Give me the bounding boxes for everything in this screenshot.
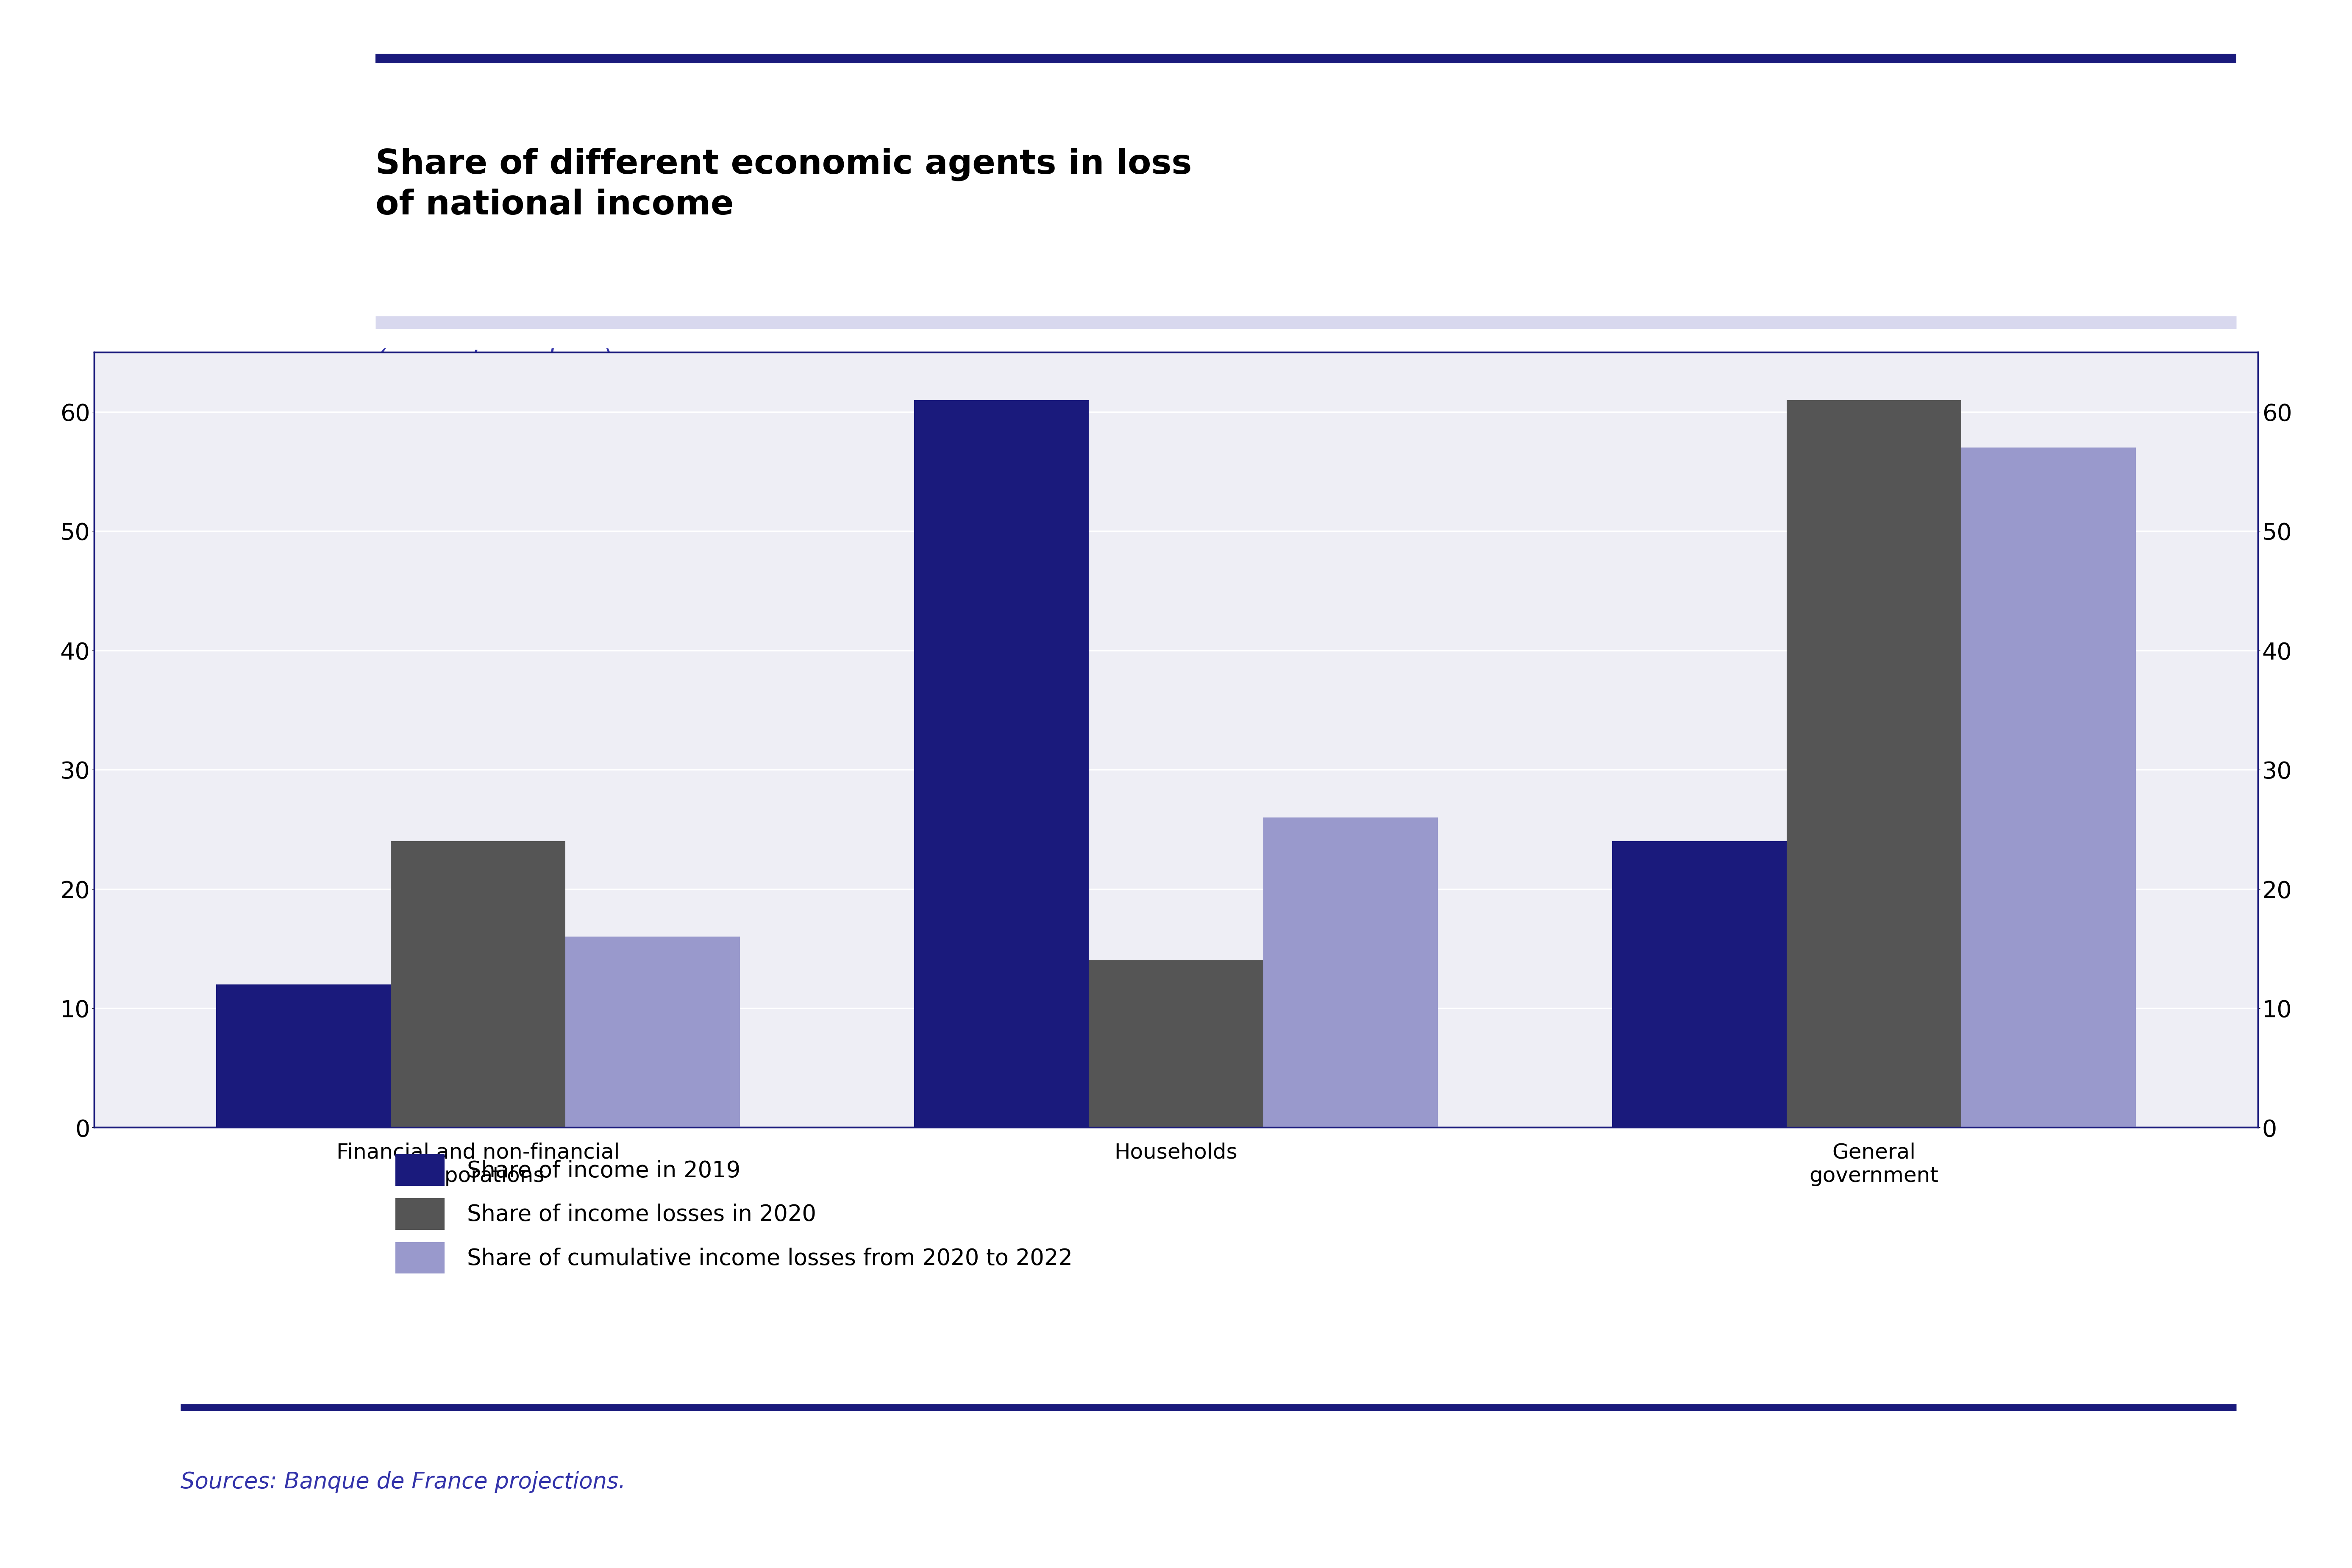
Bar — [1089, 961, 1263, 1127]
Bar — [1962, 447, 2136, 1127]
Legend: Share of income in 2019, Share of income losses in 2020, Share of cumulative inc: Share of income in 2019, Share of income… — [386, 1145, 1082, 1283]
Bar — [1788, 400, 1962, 1127]
Text: Sources: Banque de France projections.: Sources: Banque de France projections. — [181, 1471, 626, 1493]
Bar — [216, 985, 390, 1127]
Text: Share of different economic agents in loss
of national income: Share of different economic agents in lo… — [376, 147, 1192, 221]
Text: (percentage share): (percentage share) — [376, 348, 614, 373]
Bar — [390, 840, 564, 1127]
Bar — [915, 400, 1089, 1127]
Bar — [564, 936, 741, 1127]
Bar — [1611, 840, 1788, 1127]
Bar — [1263, 817, 1437, 1127]
